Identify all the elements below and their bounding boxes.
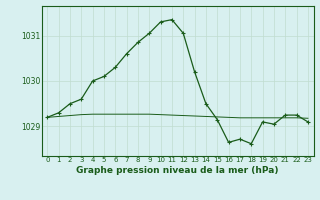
X-axis label: Graphe pression niveau de la mer (hPa): Graphe pression niveau de la mer (hPa) [76,166,279,175]
